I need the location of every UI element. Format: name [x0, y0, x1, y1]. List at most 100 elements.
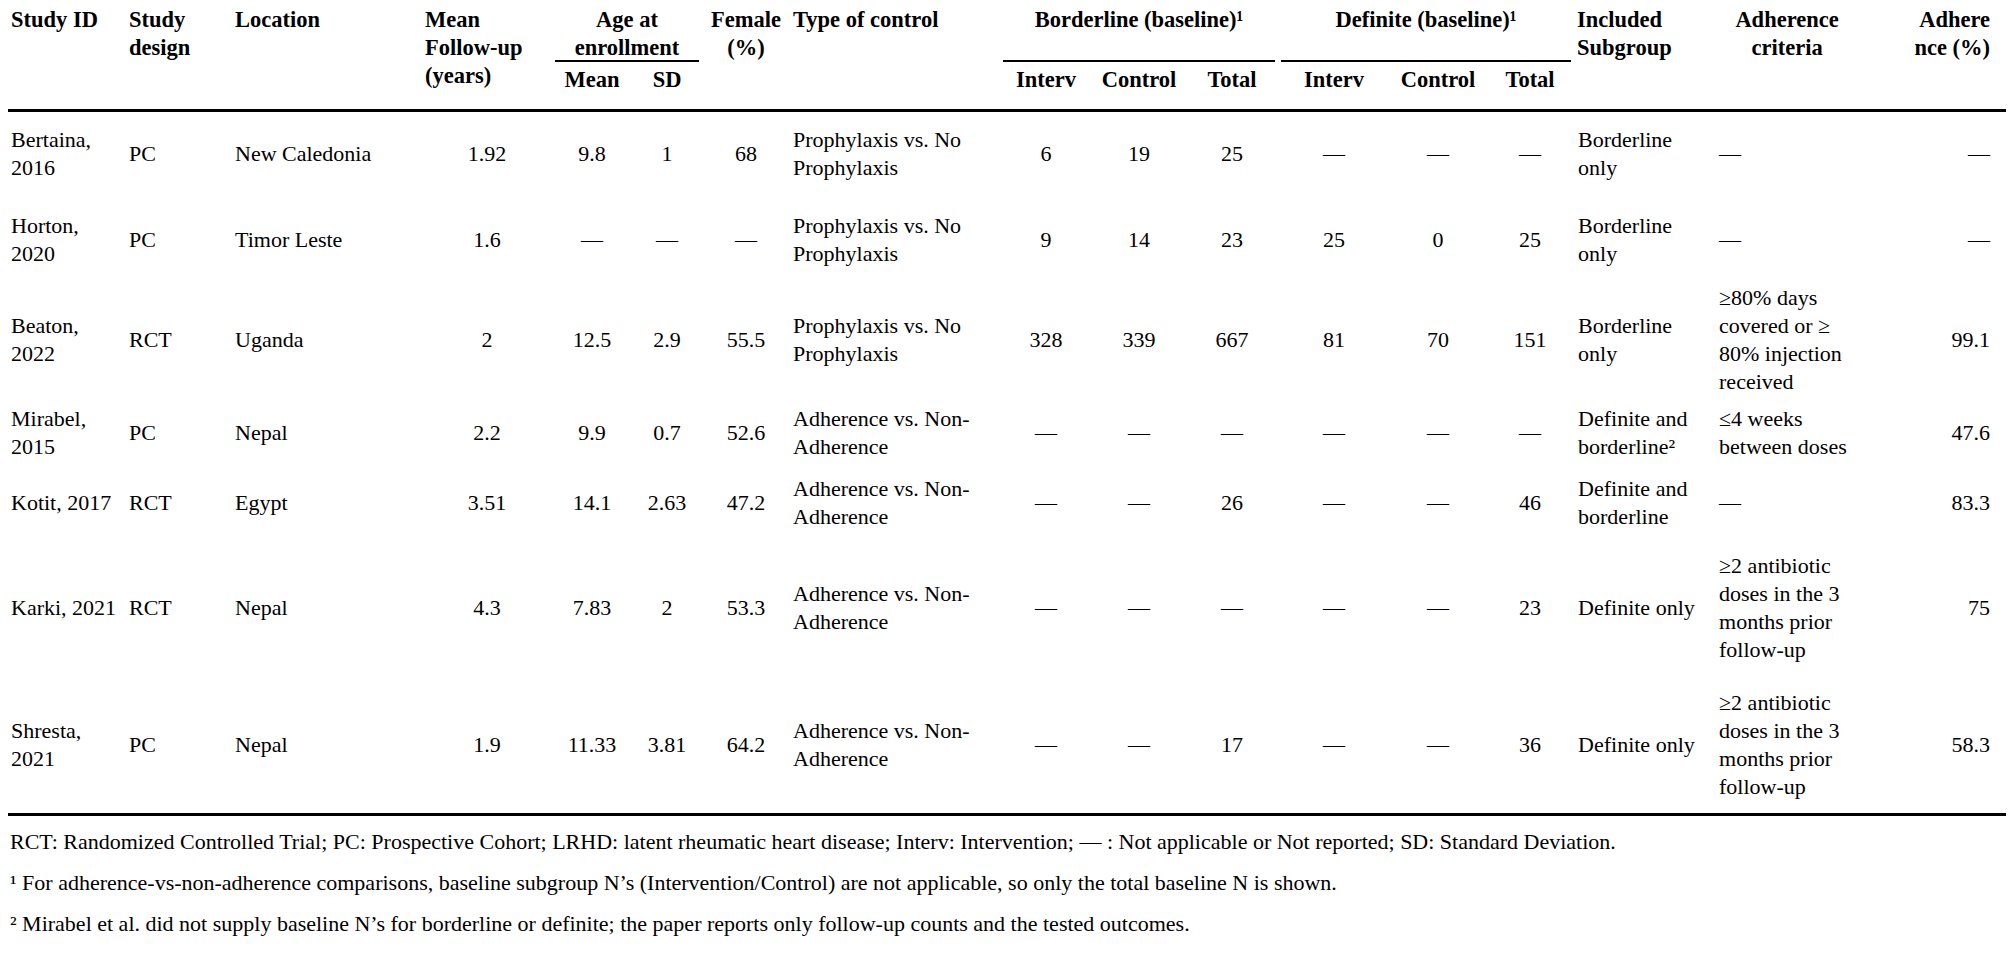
cell-study-id: Bertaina, 2016: [8, 110, 126, 197]
footnote-2: ² Mirabel et al. did not supply baseline…: [10, 910, 2006, 938]
col-header-adherence-criteria: Adherence criteria: [1708, 2, 1864, 110]
cell-adherence-criteria: ≥2 antibiotic doses in the 3 months prio…: [1708, 538, 1864, 678]
cell-age-mean: 9.9: [552, 398, 632, 468]
cell-adherence-pct: 75: [1864, 538, 2006, 678]
col-header-study-design: Study design: [126, 2, 232, 110]
cell-mean-follow-up: 2: [422, 282, 552, 398]
cell-definite-total: 23: [1486, 538, 1574, 678]
cell-borderline-interv: 328: [1000, 282, 1092, 398]
table-row: Kotit, 2017RCTEgypt3.5114.12.6347.2Adher…: [8, 468, 2006, 538]
cell-included-subgroup: Borderline only: [1574, 282, 1708, 398]
cell-type-of-control: Adherence vs. Non-Adherence: [790, 398, 1000, 468]
definite-baseline-label: Definite (baseline)¹: [1278, 6, 1574, 34]
cell-adherence-pct: 58.3: [1864, 678, 2006, 814]
cell-definite-control: —: [1390, 678, 1486, 814]
subheader-definite-total: Total: [1486, 66, 1574, 110]
cell-mean-follow-up: 1.92: [422, 110, 552, 197]
cell-borderline-total: 25: [1186, 110, 1278, 197]
cell-borderline-interv: 9: [1000, 197, 1092, 282]
table-row: Karki, 2021RCTNepal4.37.83253.3Adherence…: [8, 538, 2006, 678]
cell-definite-control: 0: [1390, 197, 1486, 282]
cell-type-of-control: Adherence vs. Non-Adherence: [790, 538, 1000, 678]
cell-included-subgroup: Borderline only: [1574, 197, 1708, 282]
cell-borderline-control: 339: [1092, 282, 1186, 398]
study-characteristics-table: Study ID Study design Location Mean Foll…: [8, 2, 2006, 816]
col-header-study-id: Study ID: [8, 2, 126, 110]
cell-study-design: RCT: [126, 282, 232, 398]
subheader-definite-interv: Interv: [1278, 66, 1390, 110]
col-group-borderline-baseline: Borderline (baseline)¹: [1000, 2, 1278, 66]
cell-mean-follow-up: 1.9: [422, 678, 552, 814]
adherence-pct-line2: nce (%): [1914, 35, 1990, 60]
cell-borderline-total: 26: [1186, 468, 1278, 538]
col-header-location: Location: [232, 2, 422, 110]
cell-female-pct: 68: [702, 110, 790, 197]
cell-type-of-control: Adherence vs. Non-Adherence: [790, 468, 1000, 538]
cell-borderline-total: —: [1186, 538, 1278, 678]
cell-adherence-pct: —: [1864, 110, 2006, 197]
cell-female-pct: —: [702, 197, 790, 282]
cell-age-sd: 2.9: [632, 282, 702, 398]
cell-mean-follow-up: 2.2: [422, 398, 552, 468]
footnote-1: ¹ For adherence-vs-non-adherence compari…: [10, 869, 2006, 897]
cell-included-subgroup: Definite and borderline²: [1574, 398, 1708, 468]
cell-definite-control: —: [1390, 398, 1486, 468]
cell-definite-total: 151: [1486, 282, 1574, 398]
cell-borderline-control: 19: [1092, 110, 1186, 197]
subheader-borderline-total: Total: [1186, 66, 1278, 110]
cell-age-sd: 2: [632, 538, 702, 678]
cell-mean-follow-up: 1.6: [422, 197, 552, 282]
subheader-borderline-control: Control: [1092, 66, 1186, 110]
age-at-enrollment-label: Age at enrollment: [552, 6, 702, 62]
cell-borderline-control: —: [1092, 468, 1186, 538]
cell-location: New Caledonia: [232, 110, 422, 197]
cell-adherence-pct: 47.6: [1864, 398, 2006, 468]
cell-location: Uganda: [232, 282, 422, 398]
cell-age-mean: 7.83: [552, 538, 632, 678]
cell-definite-interv: —: [1278, 398, 1390, 468]
footnotes: RCT: Randomized Controlled Trial; PC: Pr…: [10, 828, 2006, 938]
cell-borderline-control: —: [1092, 678, 1186, 814]
header-row-top: Study ID Study design Location Mean Foll…: [8, 2, 2006, 66]
cell-location: Timor Leste: [232, 197, 422, 282]
age-group-underline: [555, 60, 699, 62]
table-row: Horton, 2020PCTimor Leste1.6———Prophylax…: [8, 197, 2006, 282]
cell-study-design: RCT: [126, 468, 232, 538]
cell-age-sd: —: [632, 197, 702, 282]
cell-definite-control: —: [1390, 110, 1486, 197]
cell-study-design: RCT: [126, 538, 232, 678]
col-header-included-subgroup: Included Subgroup: [1574, 2, 1708, 110]
adherence-pct-line1: Adhere: [1919, 7, 1990, 32]
cell-age-sd: 0.7: [632, 398, 702, 468]
cell-study-id: Karki, 2021: [8, 538, 126, 678]
cell-location: Egypt: [232, 468, 422, 538]
footnote-abbreviations: RCT: Randomized Controlled Trial; PC: Pr…: [10, 828, 2006, 856]
cell-adherence-pct: 83.3: [1864, 468, 2006, 538]
cell-adherence-criteria: —: [1708, 197, 1864, 282]
cell-borderline-total: 23: [1186, 197, 1278, 282]
cell-study-id: Shresta, 2021: [8, 678, 126, 814]
cell-adherence-pct: —: [1864, 197, 2006, 282]
cell-adherence-criteria: —: [1708, 110, 1864, 197]
cell-age-mean: 14.1: [552, 468, 632, 538]
cell-location: Nepal: [232, 678, 422, 814]
cell-borderline-total: —: [1186, 398, 1278, 468]
cell-type-of-control: Adherence vs. Non-Adherence: [790, 678, 1000, 814]
cell-female-pct: 53.3: [702, 538, 790, 678]
cell-borderline-interv: —: [1000, 468, 1092, 538]
cell-mean-follow-up: 4.3: [422, 538, 552, 678]
cell-age-mean: 9.8: [552, 110, 632, 197]
cell-included-subgroup: Definite and borderline: [1574, 468, 1708, 538]
cell-adherence-criteria: ≤4 weeks between doses: [1708, 398, 1864, 468]
cell-location: Nepal: [232, 398, 422, 468]
cell-definite-total: 25: [1486, 197, 1574, 282]
cell-definite-interv: 25: [1278, 197, 1390, 282]
cell-included-subgroup: Borderline only: [1574, 110, 1708, 197]
cell-location: Nepal: [232, 538, 422, 678]
table-header: Study ID Study design Location Mean Foll…: [8, 2, 2006, 110]
cell-adherence-pct: 99.1: [1864, 282, 2006, 398]
cell-female-pct: 47.2: [702, 468, 790, 538]
cell-adherence-criteria: ≥80% days covered or ≥ 80% injection rec…: [1708, 282, 1864, 398]
cell-type-of-control: Prophylaxis vs. No Prophylaxis: [790, 282, 1000, 398]
cell-female-pct: 64.2: [702, 678, 790, 814]
